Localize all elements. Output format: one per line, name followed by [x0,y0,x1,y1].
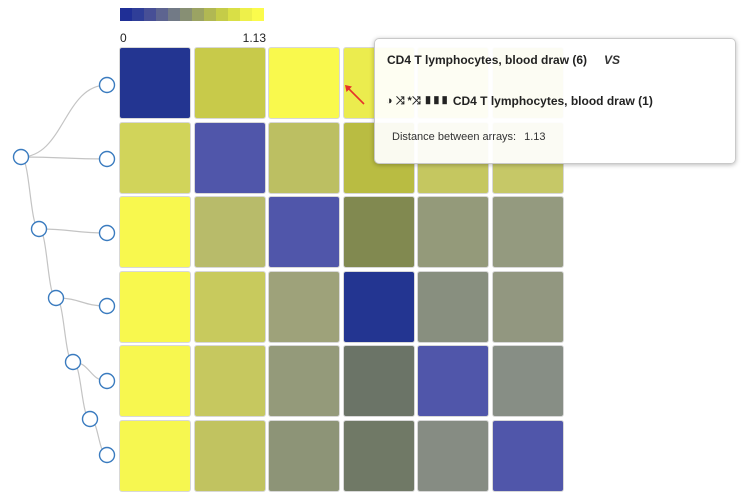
legend-swatch [180,8,192,21]
heatmap-cell-r6-c5[interactable] [417,419,489,492]
heatmap-cell-r6-c1[interactable] [119,419,191,492]
legend-swatch [228,8,240,21]
tooltip-array-b-label: CD4 T lymphocytes, blood draw (1) [452,94,653,108]
dendrogram [12,76,116,464]
legend-swatch [252,8,264,21]
heatmap-cell-r3-c1[interactable] [119,196,191,268]
heatmap-cell-r6-c6[interactable] [491,419,564,492]
heatmap-cell-r4-c4[interactable] [342,270,415,343]
legend-swatch [120,8,132,21]
tooltip-distance-row: Distance between arrays: 1.13 [392,131,546,143]
dendrogram-branch [38,228,108,234]
dendrogram-branch [55,297,74,363]
tooltip-vs-label: VS [604,53,621,67]
heatmap-cell-r4-c5[interactable] [417,270,489,343]
heatmap-cell-r1-c2[interactable] [193,47,266,119]
array-status-icons: ◑ ⤨ *⤨ ▮▮▮ [386,94,449,107]
heatmap-cell-r2-c3[interactable] [268,121,340,194]
heatmap-cell-r4-c2[interactable] [193,270,266,343]
legend-swatch [168,8,180,21]
dendrogram-branch [20,84,108,158]
heatmap-cell-r3-c5[interactable] [417,196,489,268]
heatmap-cell-r5-c4[interactable] [342,345,415,417]
dendrogram-branch [72,361,91,420]
heatmap-cell-r4-c6[interactable] [491,270,564,343]
distance-value: 1.13 [524,131,546,143]
dendrogram-branch-node[interactable] [12,148,30,166]
heatmap-cell-r1-c3[interactable] [268,47,340,119]
dendrogram-leaf-node[interactable] [98,297,116,315]
heatmap-cell-r3-c6[interactable] [491,196,564,268]
tooltip-array-a-label: CD4 T lymphocytes, blood draw (6) [387,53,588,67]
heatmap-cell-r3-c3[interactable] [268,196,340,268]
legend-max-label: 1.13 [242,31,266,45]
legend-swatch [216,8,228,21]
legend-swatch [132,8,144,21]
dendrogram-branch [38,228,57,299]
tooltip-array-b-row: ◑ ⤨ *⤨ ▮▮▮ CD4 T lymphocytes, blood draw… [386,94,653,108]
dendrogram-leaf-node[interactable] [98,446,116,464]
legend-swatch [192,8,204,21]
heatmap-cell-r3-c4[interactable] [342,196,415,268]
heatmap-cell-r6-c3[interactable] [268,419,340,492]
dendrogram-leaf-node[interactable] [98,224,116,242]
heatmap-cell-r2-c2[interactable] [193,121,266,194]
heatmap-cell-r5-c3[interactable] [268,345,340,417]
color-scale-bar [120,8,264,21]
heatmap-cell-r2-c1[interactable] [119,121,191,194]
dendrogram-branch [20,156,108,160]
pointer-arrow-icon [345,85,365,105]
heatmap-cell-r4-c3[interactable] [268,270,340,343]
heatmap-cell-r5-c1[interactable] [119,345,191,417]
heatmap-cell-r5-c5[interactable] [417,345,489,417]
dendrogram-branch [20,156,40,230]
color-scale-legend: 0 1.13 [120,8,266,45]
heatmap-cell-r3-c2[interactable] [193,196,266,268]
dendrogram-leaf-node[interactable] [98,76,116,94]
legend-swatch [240,8,252,21]
comparison-tooltip: CD4 T lymphocytes, blood draw (6) VS ◑ ⤨… [374,38,736,164]
heatmap-cell-r4-c1[interactable] [119,270,191,343]
heatmap-cell-r5-c6[interactable] [491,345,564,417]
distance-label: Distance between arrays: [392,131,517,143]
legend-swatch [144,8,156,21]
legend-swatch [156,8,168,21]
heatmap-cell-r6-c4[interactable] [342,419,415,492]
heatmap-cell-r5-c2[interactable] [193,345,266,417]
dendrogram-branch-node[interactable] [47,289,65,307]
dendrogram-branch-node[interactable] [81,410,99,428]
dendrogram-branch-node[interactable] [64,353,82,371]
dendrogram-leaf-node[interactable] [98,372,116,390]
dendrogram-leaf-node[interactable] [98,150,116,168]
heatmap-cell-r6-c2[interactable] [193,419,266,492]
legend-min-label: 0 [120,31,127,45]
dendrogram-branch-node[interactable] [30,220,48,238]
legend-swatch [204,8,216,21]
heatmap-cell-r1-c1[interactable] [119,47,191,119]
